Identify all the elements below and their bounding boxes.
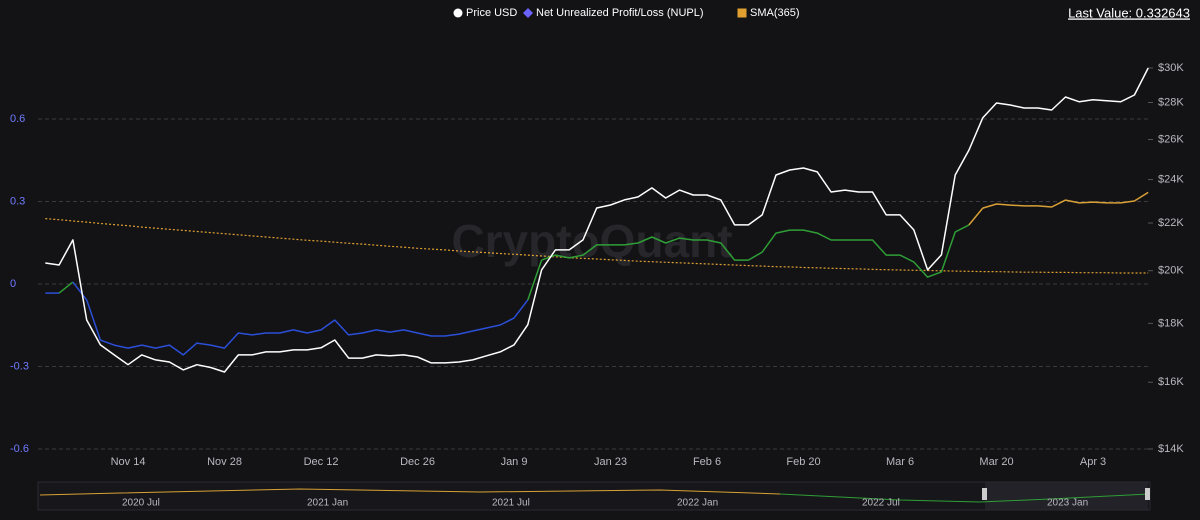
x-tick-label: Feb 6 [693, 456, 721, 468]
y2-tick-label: $22K [1158, 217, 1184, 229]
navigator-label: 2023 Jan [1047, 498, 1088, 509]
legend-marker [523, 8, 533, 18]
navigator-label: 2021 Jan [307, 498, 348, 509]
y2-tick-label: $24K [1158, 173, 1184, 185]
navigator-handle[interactable] [1145, 488, 1150, 500]
y-tick-label: 0.6 [10, 113, 25, 125]
navigator-line [779, 493, 1149, 503]
x-tick-label: Dec 26 [400, 456, 435, 468]
y2-tick-label: $28K [1158, 96, 1184, 108]
x-tick-label: Mar 20 [979, 456, 1013, 468]
legend-label[interactable]: Net Unrealized Profit/Loss (NUPL) [536, 7, 704, 19]
line-connector [968, 207, 984, 226]
line-series [982, 191, 1149, 209]
navigator-window[interactable] [985, 482, 1148, 510]
y2-tick-label: $30K [1158, 62, 1184, 74]
navigator-frame [37, 481, 1151, 511]
legend-label[interactable]: Price USD [466, 7, 517, 19]
line-series [45, 67, 1149, 373]
legend-label[interactable]: SMA(365) [750, 7, 800, 19]
line-series [541, 224, 970, 278]
legend-marker [453, 8, 463, 18]
line-connector [72, 281, 88, 301]
y-tick-label: 0 [10, 278, 16, 290]
x-tick-label: Dec 12 [304, 456, 339, 468]
line-connector [58, 281, 74, 294]
x-tick-label: Jan 23 [594, 456, 627, 468]
y-tick-label: -0.3 [10, 360, 29, 372]
last-value[interactable]: Last Value: 0.332643 [1068, 5, 1190, 20]
navigator-label: 2021 Jul [492, 498, 530, 509]
line-series [85, 299, 529, 356]
x-tick-label: Mar 6 [886, 456, 914, 468]
y-tick-label: 0.3 [10, 195, 25, 207]
y-tick-label: -0.6 [10, 443, 29, 455]
legend-marker [737, 8, 747, 18]
navigator-line [39, 488, 781, 496]
line-connector [527, 259, 543, 301]
y2-tick-label: $26K [1158, 133, 1184, 145]
x-tick-label: Jan 9 [501, 456, 528, 468]
x-tick-label: Nov 14 [111, 456, 146, 468]
y2-tick-label: $14K [1158, 443, 1184, 455]
navigator-label: 2022 Jan [677, 498, 718, 509]
navigator-handle[interactable] [982, 488, 987, 500]
line-series [45, 218, 1149, 274]
x-tick-label: Feb 20 [786, 456, 820, 468]
navigator-label: 2020 Jul [122, 498, 160, 509]
x-tick-label: Nov 28 [207, 456, 242, 468]
y2-tick-label: $16K [1158, 376, 1184, 388]
navigator [37, 481, 1151, 511]
y2-tick-label: $20K [1158, 265, 1184, 277]
x-tick-label: Apr 3 [1080, 456, 1106, 468]
y2-tick-label: $18K [1158, 317, 1184, 329]
navigator-label: 2022 Jul [862, 498, 900, 509]
